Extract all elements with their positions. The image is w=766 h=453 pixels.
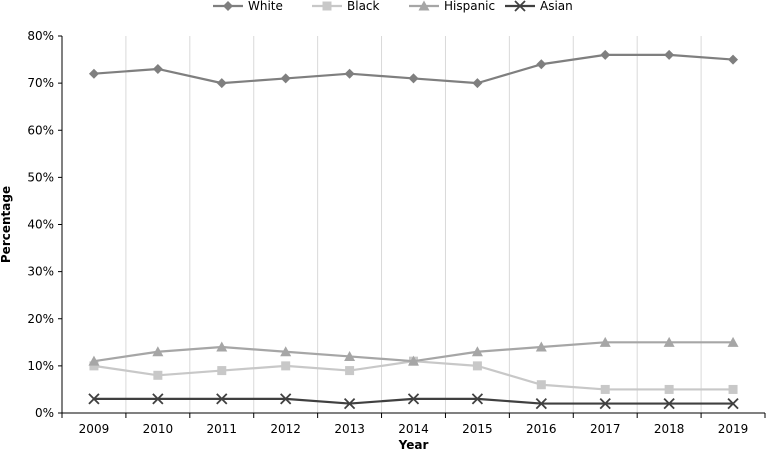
legend-entry-white: White bbox=[213, 0, 283, 13]
data-point bbox=[89, 361, 99, 371]
y-tick-label: 40% bbox=[27, 218, 54, 232]
y-tick-label: 60% bbox=[27, 123, 54, 137]
data-point-stroke bbox=[407, 393, 420, 405]
data-point bbox=[153, 370, 163, 380]
x-tick-label: 2011 bbox=[206, 422, 237, 436]
data-point bbox=[728, 384, 738, 394]
data-point bbox=[472, 361, 482, 371]
series-black bbox=[89, 356, 738, 394]
data-point bbox=[471, 346, 483, 357]
data-point-stroke bbox=[152, 393, 164, 405]
data-point bbox=[152, 393, 164, 405]
data-point bbox=[728, 54, 739, 65]
x-tick-label: 2017 bbox=[590, 422, 621, 436]
data-point bbox=[408, 355, 419, 366]
data-point bbox=[216, 393, 228, 405]
data-point bbox=[152, 63, 163, 74]
data-point bbox=[664, 384, 674, 394]
data-point bbox=[418, 0, 430, 11]
data-point bbox=[345, 366, 355, 376]
legend-entry-black: Black bbox=[312, 0, 380, 13]
data-point-stroke bbox=[280, 393, 292, 405]
data-point bbox=[281, 361, 291, 371]
legend: White Black Hispanic Asian bbox=[213, 0, 573, 13]
legend-label: Asian bbox=[540, 0, 573, 13]
data-point bbox=[88, 355, 100, 366]
x-tick-label: 2010 bbox=[143, 422, 174, 436]
y-tick-label: 50% bbox=[27, 170, 54, 184]
y-axis-label: Percentage bbox=[0, 186, 13, 263]
data-point bbox=[599, 397, 611, 410]
legend-label: Black bbox=[347, 0, 380, 13]
data-point-stroke bbox=[727, 397, 739, 410]
data-point bbox=[600, 384, 610, 394]
series-white bbox=[88, 49, 739, 89]
y-tick-label: 10% bbox=[27, 359, 54, 373]
data-point bbox=[472, 78, 483, 89]
x-tick-label: 2019 bbox=[718, 422, 749, 436]
data-point bbox=[152, 346, 164, 357]
x-tick-label: 2013 bbox=[334, 422, 365, 436]
series-asian bbox=[88, 393, 739, 410]
data-point bbox=[88, 393, 100, 405]
data-point bbox=[664, 49, 675, 60]
data-point bbox=[344, 350, 356, 361]
data-point-stroke bbox=[471, 393, 484, 405]
data-point bbox=[322, 1, 332, 11]
x-axis-label: Year bbox=[398, 438, 429, 452]
data-point bbox=[216, 78, 227, 89]
data-point bbox=[535, 341, 547, 352]
series-hispanic bbox=[88, 336, 739, 366]
data-point bbox=[727, 336, 739, 347]
data-point bbox=[535, 397, 547, 410]
data-point bbox=[280, 393, 292, 405]
data-point-stroke bbox=[535, 397, 547, 410]
y-axis-ticks: 0% 10% 20% 30% 40% 50% 60% 70% 80% bbox=[27, 29, 62, 420]
y-tick-label: 70% bbox=[27, 76, 54, 90]
data-point bbox=[344, 68, 355, 79]
data-point bbox=[407, 393, 420, 405]
y-tick-label: 20% bbox=[27, 312, 54, 326]
data-point bbox=[727, 397, 739, 410]
x-tick-label: 2014 bbox=[398, 422, 429, 436]
legend-entry-asian: Asian bbox=[505, 0, 573, 13]
y-tick-label: 80% bbox=[27, 29, 54, 43]
data-point bbox=[663, 397, 675, 410]
data-point bbox=[223, 1, 233, 11]
data-point-stroke bbox=[343, 397, 356, 410]
y-tick-label: 30% bbox=[27, 265, 54, 279]
x-tick-label: 2012 bbox=[270, 422, 301, 436]
data-point-stroke bbox=[514, 0, 526, 12]
x-tick-label: 2016 bbox=[526, 422, 557, 436]
data-point-stroke bbox=[88, 393, 100, 405]
data-point-stroke bbox=[599, 397, 611, 410]
data-point bbox=[536, 380, 546, 390]
data-point bbox=[343, 397, 356, 410]
series-layer bbox=[88, 49, 739, 410]
data-point bbox=[408, 73, 419, 84]
legend-label: White bbox=[248, 0, 283, 13]
data-point bbox=[663, 336, 675, 347]
data-point-stroke bbox=[663, 397, 675, 410]
data-point bbox=[280, 73, 291, 84]
data-point bbox=[599, 336, 611, 347]
x-tick-label: 2009 bbox=[79, 422, 110, 436]
legend-entry-hispanic: Hispanic bbox=[409, 0, 495, 13]
data-point bbox=[600, 49, 611, 60]
data-point-stroke bbox=[216, 393, 228, 405]
data-point bbox=[514, 0, 526, 12]
x-axis-ticks: 2009 2010 2011 2012 2013 2014 2015 2016 2017 2018… bbox=[61, 413, 766, 436]
data-point bbox=[216, 341, 228, 352]
data-point bbox=[471, 393, 484, 405]
data-point bbox=[536, 59, 547, 70]
x-tick-label: 2015 bbox=[462, 422, 493, 436]
legend-label: Hispanic bbox=[444, 0, 495, 13]
data-point bbox=[280, 346, 292, 357]
x-tick-label: 2018 bbox=[654, 422, 685, 436]
data-point bbox=[88, 68, 99, 79]
data-point bbox=[217, 366, 227, 376]
y-tick-label: 0% bbox=[35, 406, 54, 420]
